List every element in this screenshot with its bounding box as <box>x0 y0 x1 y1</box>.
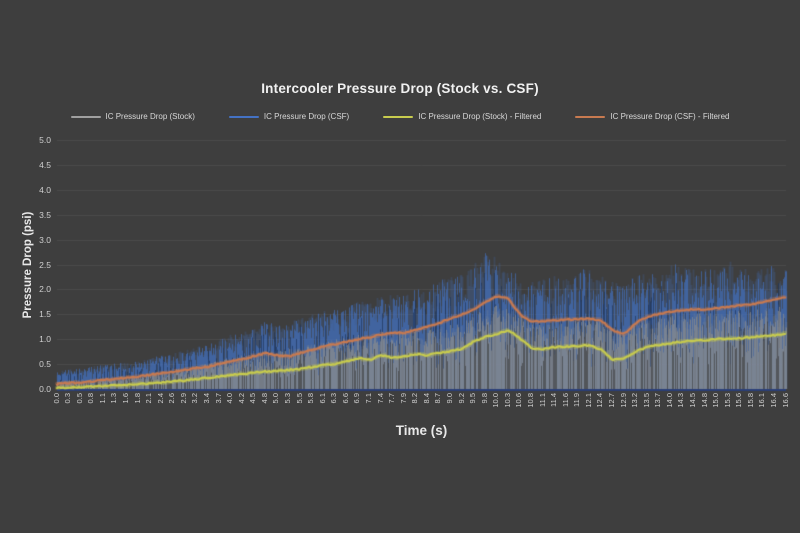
x-tick-label: 2.6 <box>167 393 177 404</box>
x-tick-label: 13.2 <box>630 393 640 408</box>
legend: IC Pressure Drop (Stock) IC Pressure Drop… <box>0 112 800 121</box>
x-tick-label: 0.5 <box>74 393 84 404</box>
y-tick-label: 1.0 <box>39 334 51 345</box>
x-tick-label: 15.3 <box>722 393 732 408</box>
x-tick-label: 3.4 <box>201 393 211 404</box>
x-tick-label: 4.0 <box>225 393 235 404</box>
legend-label: IC Pressure Drop (CSF) <box>263 112 350 121</box>
x-axis-title: Time (s) <box>395 423 448 438</box>
x-tick-label: 4.5 <box>248 393 258 404</box>
chart-title: Intercooler Pressure Drop (Stock vs. CSF… <box>261 81 539 96</box>
x-tick-label: 2.9 <box>178 393 188 404</box>
x-tick-label: 7.7 <box>387 393 397 404</box>
legend-label: IC Pressure Drop (Stock) <box>105 112 195 121</box>
x-tick-label: 14.5 <box>687 393 697 408</box>
x-tick-label: 8.4 <box>421 393 431 404</box>
x-tick-label: 11.9 <box>572 393 582 408</box>
x-tick-label: 4.8 <box>259 393 269 404</box>
y-tick-label: 3.5 <box>39 209 51 220</box>
legend-marker-line <box>70 115 101 118</box>
x-tick-label: 15.8 <box>745 393 755 408</box>
x-tick-label: 1.6 <box>120 393 130 404</box>
x-tick-label: 9.0 <box>444 393 454 404</box>
x-tick-label: 1.3 <box>109 393 119 404</box>
x-tick-label: 5.5 <box>294 393 304 404</box>
x-tick-label: 4.2 <box>236 393 246 404</box>
x-tick-label: 11.1 <box>537 393 547 408</box>
x-tick-label: 2.4 <box>155 393 165 404</box>
x-tick-label: 7.9 <box>398 393 408 404</box>
x-tick-label: 6.3 <box>329 393 339 404</box>
x-tick-label: 7.4 <box>375 393 385 404</box>
x-tick-label: 10.0 <box>491 393 501 408</box>
x-tick-label: 5.0 <box>271 393 281 404</box>
x-tick-label: 11.4 <box>549 393 559 408</box>
x-tick-label: 14.8 <box>699 393 709 408</box>
y-tick-label: 5.0 <box>39 135 51 145</box>
x-tick-label: 10.8 <box>525 393 535 408</box>
x-tick-label: 5.3 <box>282 393 292 404</box>
y-tick-label: 3.0 <box>39 234 51 245</box>
y-tick-label: 2.0 <box>39 284 51 295</box>
y-tick-label: 4.0 <box>39 184 51 195</box>
legend-item: IC Pressure Drop (Stock) - Filtered <box>383 112 541 121</box>
x-tick-label: 13.5 <box>641 393 651 408</box>
x-tick-label: 15.6 <box>734 393 744 408</box>
x-tick-label: 6.9 <box>352 393 362 404</box>
legend-marker-line <box>228 115 259 118</box>
x-tick-label: 5.8 <box>306 393 316 404</box>
x-tick-label: 7.1 <box>363 393 373 404</box>
x-tick-label: 9.2 <box>456 393 466 404</box>
x-tick-label: 9.5 <box>468 393 478 404</box>
y-tick-label: 4.5 <box>39 159 51 170</box>
x-tick-label: 9.8 <box>479 393 489 404</box>
y-tick-label: 0.0 <box>39 384 51 394</box>
legend-marker-line <box>383 115 414 118</box>
x-tick-label: 1.8 <box>132 393 142 404</box>
x-tick-label: 8.7 <box>433 393 443 404</box>
x-tick-label: 3.2 <box>190 393 200 404</box>
x-tick-label: 13.7 <box>653 393 663 408</box>
x-tick-label: 12.9 <box>618 393 628 408</box>
x-tick-label: 12.1 <box>583 393 593 408</box>
x-tick-label: 16.1 <box>757 393 767 408</box>
legend-label: IC Pressure Drop (Stock) - Filtered <box>418 112 542 121</box>
x-tick-label: 14.0 <box>664 393 674 408</box>
x-tick-label: 1.1 <box>97 393 107 404</box>
x-tick-label: 3.7 <box>213 393 223 404</box>
x-tick-label: 10.3 <box>502 393 512 408</box>
x-tick-label: 0.0 <box>51 393 61 404</box>
legend-item: IC Pressure Drop (Stock) <box>70 112 195 121</box>
legend-marker-line <box>575 115 606 118</box>
x-tick-label: 14.3 <box>676 393 686 408</box>
y-tick-label: 1.5 <box>39 309 51 320</box>
x-tick-label: 16.4 <box>768 393 778 408</box>
x-tick-label: 16.6 <box>780 393 790 408</box>
x-tick-label: 10.6 <box>514 393 524 408</box>
x-tick-label: 0.3 <box>63 393 73 404</box>
x-tick-label: 12.4 <box>595 393 605 408</box>
x-tick-label: 12.7 <box>606 393 616 408</box>
x-tick-label: 6.6 <box>340 393 350 404</box>
legend-item: IC Pressure Drop (CSF) - Filtered <box>575 112 730 121</box>
x-tick-label: 15.0 <box>711 393 721 408</box>
x-tick-label: 6.1 <box>317 393 327 404</box>
y-tick-label: 0.5 <box>39 359 51 370</box>
x-tick-label: 2.1 <box>144 393 154 404</box>
legend-label: IC Pressure Drop (CSF) - Filtered <box>610 112 730 121</box>
y-tick-label: 2.5 <box>39 259 51 270</box>
x-tick-label: 8.2 <box>410 393 420 404</box>
x-tick-label: 11.6 <box>560 393 570 408</box>
legend-item: IC Pressure Drop (CSF) <box>228 112 350 121</box>
x-tick-label: 0.8 <box>86 393 96 404</box>
